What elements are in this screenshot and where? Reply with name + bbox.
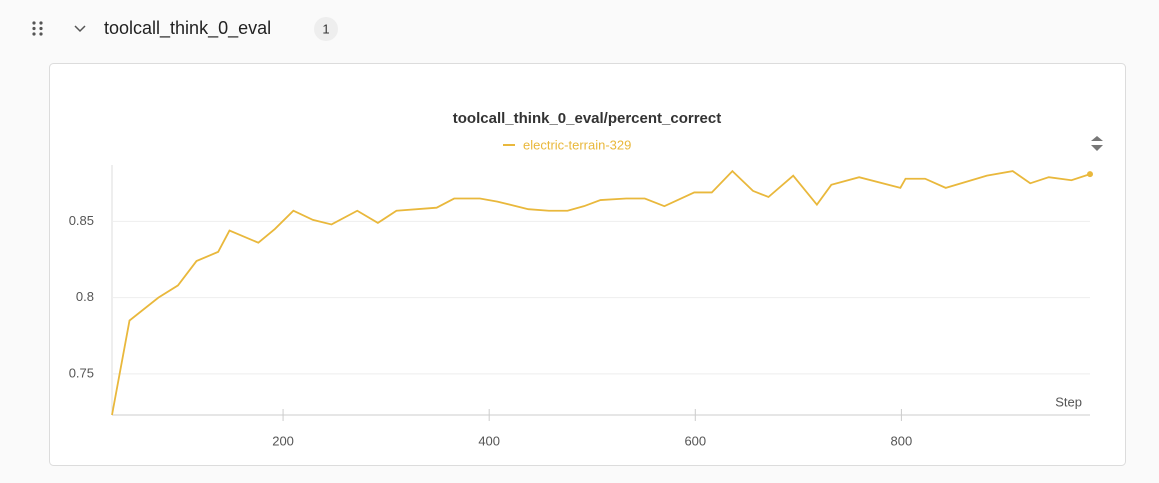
x-tick-label: 800 bbox=[891, 433, 913, 448]
collapse-chevron[interactable] bbox=[74, 25, 86, 33]
x-tick-label: 400 bbox=[478, 433, 500, 448]
end-point bbox=[1087, 171, 1093, 178]
chart-title: toolcall_think_0_eval/percent_correct bbox=[453, 110, 721, 127]
drag-handle[interactable] bbox=[32, 21, 43, 36]
panel-frame bbox=[49, 63, 1126, 466]
y-tick-label: 0.75 bbox=[69, 365, 94, 380]
settings-icon[interactable] bbox=[1091, 136, 1103, 151]
section-title: toolcall_think_0_eval bbox=[104, 18, 271, 39]
x-axis-label: Step bbox=[1055, 394, 1082, 409]
x-tick-label: 200 bbox=[272, 433, 294, 448]
series-line bbox=[111, 169, 1091, 416]
x-tick-label: 600 bbox=[684, 433, 706, 448]
y-tick-label: 0.85 bbox=[69, 213, 94, 228]
count-badge bbox=[314, 17, 338, 41]
y-tick-label: 0.8 bbox=[76, 289, 94, 304]
legend-label: electric-terrain-329 bbox=[523, 137, 631, 152]
count-text: 1 bbox=[322, 21, 329, 36]
